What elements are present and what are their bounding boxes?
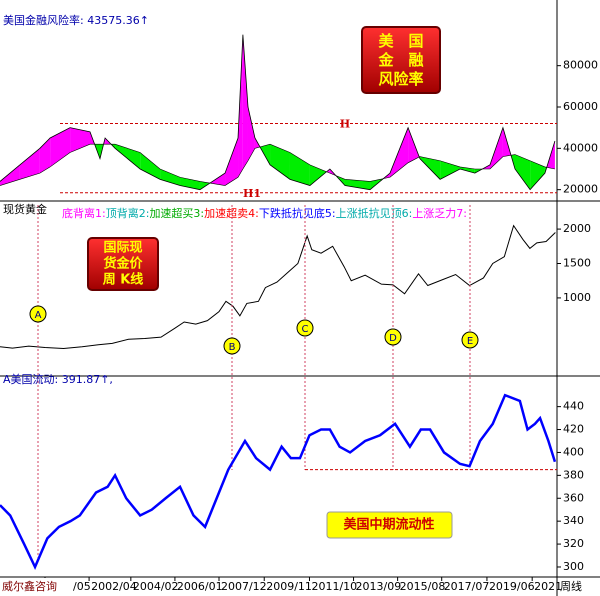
badge-text: 美国中期流动性 [343, 517, 434, 533]
badge-text: 货金价 [103, 256, 143, 272]
x-tick-label: 2006/01 [177, 580, 223, 593]
y-tick-label: 1500 [563, 257, 591, 270]
y-tick-label: 2000 [563, 222, 591, 235]
badge-text: 国际现 [103, 241, 142, 256]
plot-area: H H1 [0, 34, 557, 200]
y-tick-label: 340 [563, 514, 584, 527]
series-line [0, 34, 556, 191]
series-line [0, 393, 557, 571]
plot-area [0, 224, 556, 350]
badge [87, 237, 159, 291]
band-fill [209, 173, 226, 186]
band-fill [50, 127, 71, 167]
y-tick-label: 380 [563, 468, 584, 481]
legend-entry: 上涨乏力7: [412, 207, 467, 220]
reference-label: H [340, 118, 350, 131]
marker-label: D [389, 333, 397, 344]
legend-entry: 上涨抵抗见顶6: [336, 206, 413, 220]
band-fill [270, 144, 290, 180]
band-fill [408, 127, 420, 163]
legend-entry: 顶背离2: [106, 206, 150, 220]
panel-title: 美国金融风险率: 43575.36↑ [3, 13, 149, 27]
x-tick-label: 2021 [534, 580, 562, 593]
band-fill [225, 138, 239, 186]
y-tick-label: 300 [563, 560, 584, 573]
band-fill [238, 34, 243, 178]
y-tick-label: 360 [563, 491, 584, 504]
marker-circle [296, 319, 314, 337]
x-tick-label: 2017/07 [444, 580, 490, 593]
x-tick-label: 2019/06 [489, 580, 535, 593]
x-tick-label: 2004/02 [133, 580, 179, 593]
panel-title: 现货黄金 [3, 202, 47, 216]
x-tick-label: 2009/11 [266, 580, 312, 593]
band-fill [19, 148, 40, 180]
y-tick-label: 420 [563, 423, 584, 436]
y-tick-label: 1000 [563, 291, 591, 304]
marker-circle [384, 328, 402, 346]
band-fill [515, 154, 531, 190]
y-tick-label: 20000 [563, 183, 598, 196]
footer-bg [0, 578, 66, 596]
panel-title: A美国流动: 391.87↑, [3, 372, 113, 386]
band-fill [70, 127, 91, 153]
x-tick-label: 2002/04 [91, 580, 137, 593]
footer-right: 周线 [560, 579, 582, 593]
x-tick-label: 2007/12 [221, 580, 267, 593]
marker-label: A [35, 310, 42, 321]
legend-entry: 底背离1: [62, 206, 106, 220]
band-fill [289, 152, 310, 186]
plot-area [0, 393, 557, 571]
y-tick-label: 80000 [563, 59, 598, 72]
y-tick-label: 400 [563, 445, 584, 458]
footer-left: 威尔鑫咨询 [2, 579, 57, 593]
marker-label: E [467, 336, 473, 347]
y-tick-label: 60000 [563, 100, 598, 113]
marker-label: C [302, 324, 309, 335]
x-tick-label: 2011/10 [311, 580, 357, 593]
y-tick-label: 440 [563, 400, 584, 413]
badge-text: 周 K线 [103, 272, 144, 288]
x-tick-label: 2013/09 [356, 580, 402, 593]
band-fill [140, 152, 161, 180]
legend-entry: 下跌抵抗见底5: [259, 206, 336, 220]
marker-circle [29, 305, 47, 323]
band-fill [247, 107, 255, 161]
badge-text: 金 融 [377, 51, 423, 69]
band-fill [440, 160, 461, 180]
badge-text: 美 国 [378, 32, 423, 50]
x-tick-label: 2015/08 [400, 580, 446, 593]
badge [326, 511, 453, 539]
x-tick-label: /05 [73, 580, 91, 593]
band-fill [0, 164, 20, 186]
reference-label: H1 [243, 187, 261, 200]
series-line [0, 224, 556, 350]
band-fill [160, 169, 181, 186]
legend-entry: 加速超买3: [149, 206, 204, 220]
marker-circle [223, 337, 241, 355]
band-fill [344, 179, 371, 190]
badge [361, 26, 441, 94]
badge-text: 风险率 [378, 70, 423, 88]
band-fill [242, 34, 248, 169]
marker-circle [461, 331, 479, 349]
band-fill [530, 160, 545, 190]
marker-label: B [229, 342, 236, 353]
y-tick-label: 40000 [563, 141, 598, 154]
band-fill [39, 138, 51, 174]
y-tick-label: 320 [563, 537, 584, 550]
series-line [0, 143, 555, 186]
